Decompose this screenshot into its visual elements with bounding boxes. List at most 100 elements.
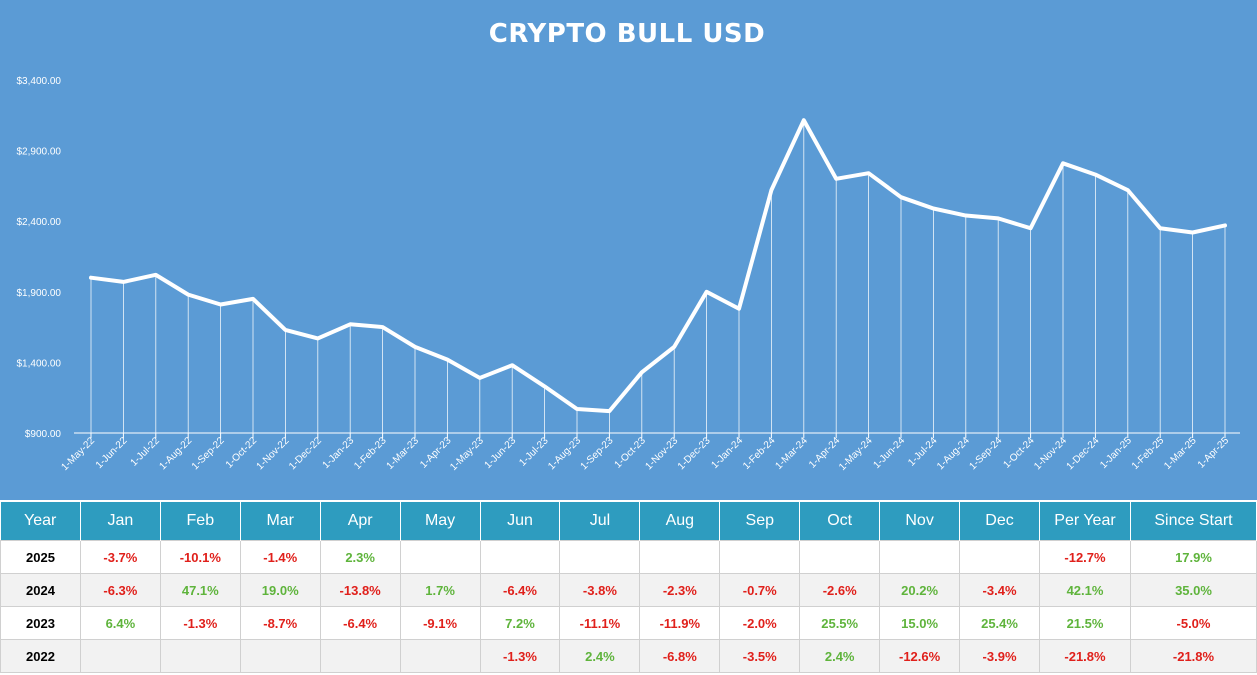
y-tick-label: $2,400.00	[17, 217, 62, 228]
y-tick-label: $2,900.00	[17, 147, 62, 158]
return-cell: -6.4%	[479, 573, 561, 607]
x-tick-label: 1-Feb-25	[1130, 435, 1167, 472]
x-tick-label: 1-Sep-23	[579, 435, 616, 472]
table-row: 2024 -6.3% 47.1% 19.0% -13.8% 1.7% -6.4% -3.8% -…	[0, 573, 1257, 607]
return-cell: 25.4%	[959, 606, 1040, 640]
return-cell	[799, 540, 881, 574]
x-tick-label: 1-Aug-23	[546, 435, 583, 472]
return-cell: -1.4%	[239, 540, 321, 574]
return-cell	[399, 639, 481, 673]
return-cell: 1.7%	[399, 573, 481, 607]
return-cell: -10.1%	[159, 540, 241, 574]
x-tick-label: 1-Aug-24	[935, 435, 972, 472]
return-cell: 15.0%	[879, 606, 961, 640]
column-header: Nov	[879, 502, 961, 541]
x-tick-label: 1-Apr-25	[1196, 435, 1232, 471]
return-cell: 35.0%	[1130, 573, 1257, 607]
x-tick-label: 1-Mar-25	[1162, 435, 1199, 472]
return-cell: -1.3%	[479, 639, 561, 673]
x-tick-label: 1-May-23	[448, 435, 486, 473]
return-cell: -13.8%	[319, 573, 401, 607]
y-tick-label: $3,400.00	[17, 76, 62, 87]
return-cell: 2.3%	[319, 540, 401, 574]
column-header: Apr	[320, 502, 401, 541]
x-tick-label: 1-May-24	[837, 435, 875, 473]
x-tick-label: 1-Nov-24	[1032, 435, 1069, 472]
x-tick-label: 1-Dec-24	[1065, 435, 1102, 472]
return-cell	[399, 540, 481, 574]
return-cell	[319, 639, 401, 673]
x-tick-label: 1-Dec-23	[676, 435, 713, 472]
return-cell: 2.4%	[799, 639, 881, 673]
year-cell: 2022	[0, 639, 81, 673]
x-tick-label: 1-Oct-24	[1001, 435, 1037, 471]
column-header: Jul	[559, 502, 641, 541]
column-header: May	[400, 502, 481, 541]
column-header: Since Start	[1130, 502, 1257, 541]
x-tick-label: 1-Mar-23	[385, 435, 422, 472]
column-header: Mar	[240, 502, 321, 541]
x-tick-label: 1-Jan-24	[709, 435, 745, 471]
return-cell: 25.5%	[799, 606, 881, 640]
return-cell	[159, 639, 241, 673]
return-cell	[879, 540, 961, 574]
x-axis: 1-May-221-Jun-22 1-Jul-221-Aug-221-Sep-22…	[59, 433, 1231, 473]
x-tick-label: 1-Feb-23	[352, 435, 389, 472]
table-row: 2025 -3.7% -10.1% -1.4% 2.3% -12.7% 17.9%	[0, 540, 1257, 574]
return-cell: -2.6%	[799, 573, 881, 607]
x-tick-label: 1-Jun-22	[94, 435, 130, 471]
x-tick-label: 1-Jun-24	[871, 435, 907, 471]
column-header: Dec	[959, 502, 1040, 541]
x-tick-label: 1-Aug-22	[157, 435, 194, 472]
return-cell: -6.8%	[639, 639, 721, 673]
return-cell: 42.1%	[1039, 573, 1131, 607]
return-cell: -3.7%	[79, 540, 161, 574]
return-cell: 20.2%	[879, 573, 961, 607]
return-cell: -2.3%	[639, 573, 721, 607]
year-cell: 2025	[0, 540, 81, 574]
return-cell: 19.0%	[239, 573, 321, 607]
column-header: Jan	[80, 502, 161, 541]
x-tick-label: 1-May-22	[59, 435, 97, 473]
x-tick-label: 1-Nov-22	[255, 435, 292, 472]
y-axis: $900.00 $1,400.00 $1,900.00 $2,400.00 $2,900…	[17, 76, 62, 440]
return-cell: -3.8%	[559, 573, 641, 607]
return-cell: -3.9%	[959, 639, 1040, 673]
return-cell: -21.8%	[1130, 639, 1257, 673]
y-tick-label: $1,400.00	[17, 358, 62, 369]
x-tick-label: 1-Jan-23	[321, 435, 357, 471]
return-cell: -12.7%	[1039, 540, 1131, 574]
x-tick-label: 1-Dec-22	[287, 435, 324, 472]
return-cell: -11.1%	[559, 606, 641, 640]
column-header: Oct	[799, 502, 881, 541]
return-cell: -12.6%	[879, 639, 961, 673]
return-cell: 7.2%	[479, 606, 561, 640]
drop-lines	[90, 120, 1226, 433]
x-tick-label: 1-Feb-24	[741, 435, 778, 472]
return-cell: -6.3%	[79, 573, 161, 607]
x-tick-label: 1-Oct-23	[613, 435, 649, 471]
table-row: 2022 -1.3% 2.4% -6.8% -3.5% 2.4% -12.6% -3.9% -2…	[0, 639, 1257, 673]
y-tick-label: $1,900.00	[17, 288, 62, 299]
x-tick-label: 1-Sep-24	[967, 435, 1004, 472]
column-header: Jun	[480, 502, 561, 541]
return-cell: -6.4%	[319, 606, 401, 640]
return-cell	[239, 639, 321, 673]
column-header: Sep	[719, 502, 801, 541]
x-tick-label: 1-Jan-25	[1098, 435, 1134, 471]
column-header: Feb	[160, 502, 241, 541]
return-cell	[559, 540, 641, 574]
x-tick-label: 1-Mar-24	[773, 435, 810, 472]
table-header-row: Year Jan Feb Mar Apr May Jun Jul Aug Sep Oct Nov Dec…	[0, 502, 1257, 541]
return-cell: -11.9%	[639, 606, 721, 640]
return-cell	[959, 540, 1040, 574]
return-cell: -5.0%	[1130, 606, 1257, 640]
return-cell: -1.3%	[159, 606, 241, 640]
y-tick-label: $900.00	[25, 429, 62, 440]
return-cell: 6.4%	[79, 606, 161, 640]
x-tick-label: 1-Oct-22	[224, 435, 260, 471]
x-tick-label: 1-Jun-23	[483, 435, 519, 471]
column-header: Aug	[639, 502, 721, 541]
line-chart: CRYPTO BULL USD $900.00 $1,400.00 $1,900.0…	[17, 19, 1240, 473]
return-cell	[719, 540, 801, 574]
